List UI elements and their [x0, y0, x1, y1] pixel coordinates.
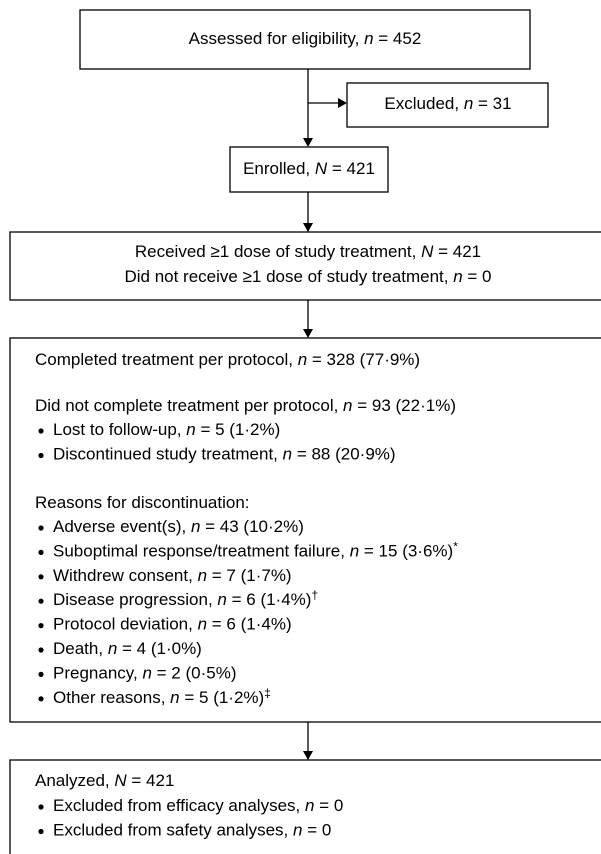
bullet	[38, 828, 44, 835]
bullet	[38, 623, 44, 629]
list-item: Adverse event(s), n = 43 (10·2%)	[53, 517, 304, 536]
box-text: Reasons for discontinuation:	[35, 493, 250, 512]
bullet	[38, 452, 44, 459]
list-item: Pregnancy, n = 2 (0·5%)	[53, 664, 237, 683]
list-item: Protocol deviation, n = 6 (1·4%)	[53, 615, 292, 634]
bullet	[38, 598, 44, 604]
bullet	[38, 428, 44, 434]
box-text: Analyzed, N = 421	[35, 771, 174, 790]
bullet	[38, 804, 44, 810]
box	[9, 337, 601, 723]
box-text: Did not complete treatment per protocol,…	[35, 396, 456, 415]
list-item: Excluded from efficacy analyses, n = 0	[53, 796, 343, 815]
list-item: Lost to follow-up, n = 5 (1·2%)	[53, 420, 280, 439]
list-item: Suboptimal response/treatment failure, n…	[53, 540, 458, 561]
box-text: Received ≥1 dose of study treatment, N =…	[135, 242, 481, 261]
bullet	[38, 525, 44, 531]
bullet	[38, 647, 44, 653]
bullet	[38, 574, 44, 580]
connectors	[303, 69, 347, 760]
list-item: Disease progression, n = 6 (1·4%)†	[53, 588, 318, 609]
box	[9, 759, 601, 854]
bullet	[38, 671, 44, 678]
box	[79, 9, 531, 70]
box-text: Enrolled, N = 421	[243, 159, 375, 178]
box-text: Excluded, n = 31	[384, 94, 511, 113]
list-item: Excluded from safety analyses, n = 0	[53, 821, 331, 840]
list-item: Withdrew consent, n = 7 (1·7%)	[53, 566, 292, 585]
bullet	[38, 549, 44, 556]
box-text: Completed treatment per protocol, n = 32…	[35, 350, 420, 369]
box-text: Did not receive ≥1 dose of study treatme…	[124, 267, 491, 286]
box-text: Assessed for eligibility, n = 452	[189, 29, 422, 48]
bullet	[38, 696, 44, 702]
box	[9, 231, 601, 301]
list-item: Other reasons, n = 5 (1·2%)‡	[53, 686, 271, 707]
list-item: Discontinued study treatment, n = 88 (20…	[53, 445, 396, 464]
box	[229, 146, 389, 193]
box	[346, 82, 549, 128]
list-item: Death, n = 4 (1·0%)	[53, 639, 202, 658]
